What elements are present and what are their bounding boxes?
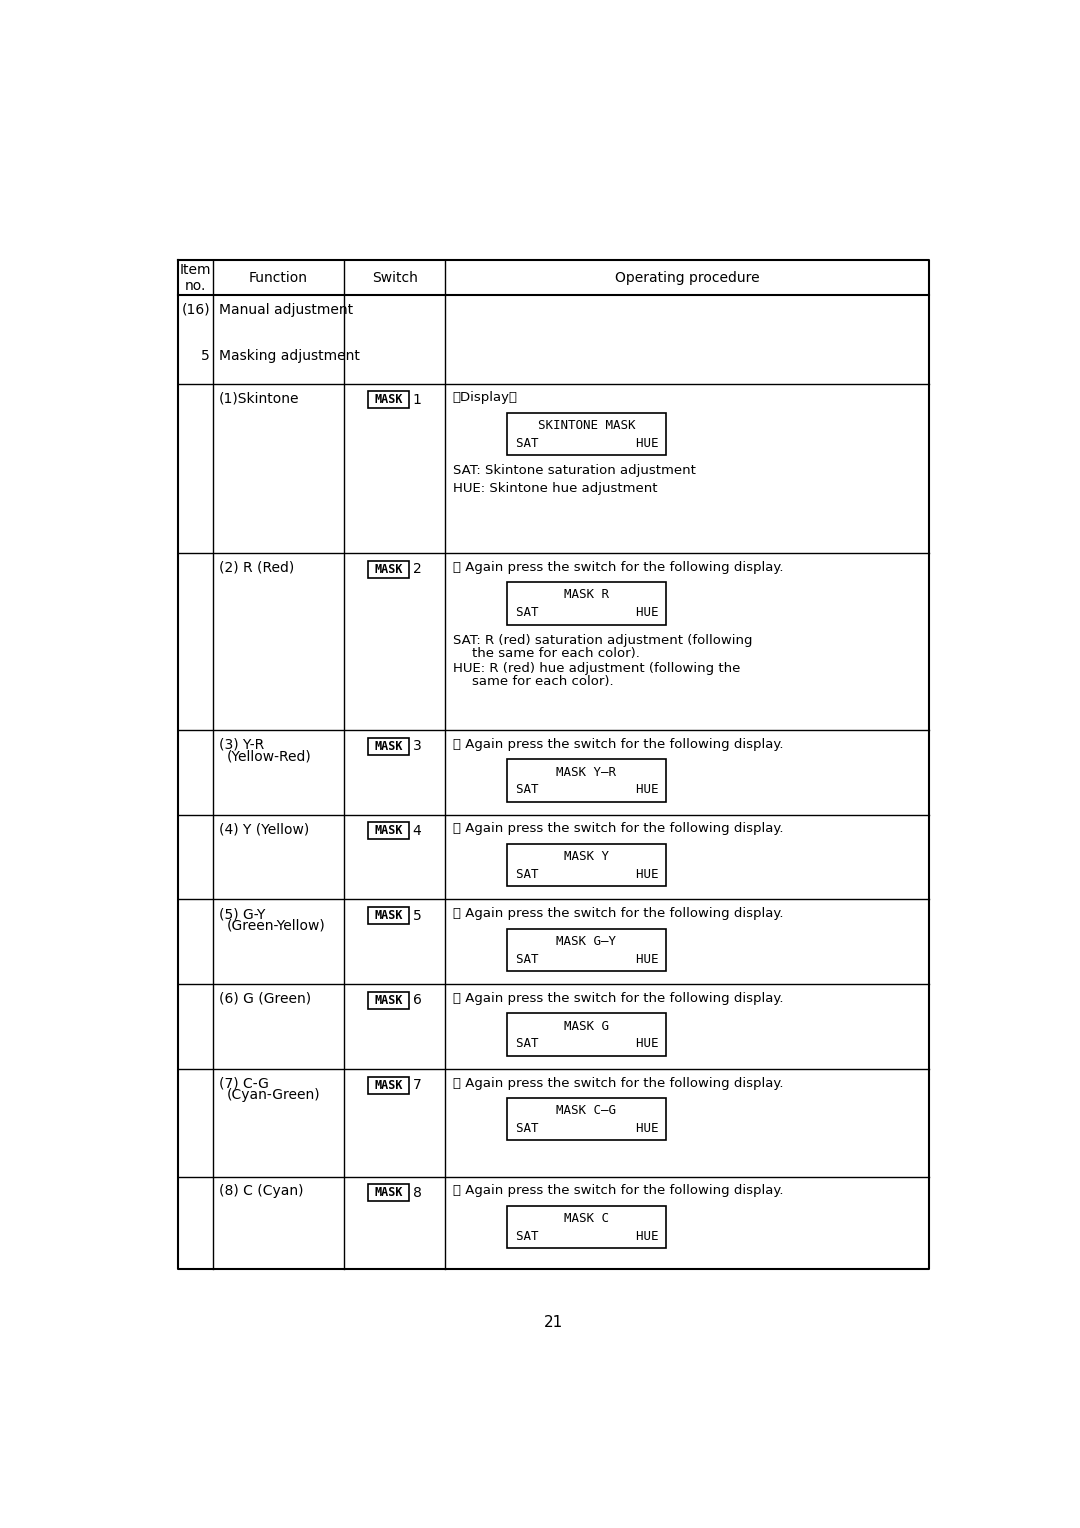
Text: 4: 4 — [413, 824, 421, 837]
Text: Operating procedure: Operating procedure — [615, 270, 759, 284]
Text: SKINTONE MASK: SKINTONE MASK — [538, 419, 635, 432]
Text: (8) C (Cyan): (8) C (Cyan) — [218, 1184, 303, 1198]
Text: (1)Skintone: (1)Skintone — [218, 391, 299, 405]
Text: (3) Y-R: (3) Y-R — [218, 738, 264, 752]
Text: ・ Again press the switch for the following display.: ・ Again press the switch for the followi… — [453, 738, 783, 750]
Text: 5: 5 — [413, 909, 421, 923]
Bar — [368, 1184, 408, 1201]
Text: SAT: R (red) saturation adjustment (following: SAT: R (red) saturation adjustment (foll… — [453, 634, 753, 646]
Text: SAT             HUE: SAT HUE — [516, 607, 659, 619]
Text: (Cyan-Green): (Cyan-Green) — [227, 1088, 320, 1102]
Bar — [368, 822, 408, 839]
Text: MASK: MASK — [374, 1186, 403, 1199]
Text: MASK: MASK — [374, 1079, 403, 1091]
Text: SAT             HUE: SAT HUE — [516, 953, 659, 966]
Text: (6) G (Green): (6) G (Green) — [218, 992, 311, 1005]
Bar — [507, 1099, 666, 1140]
Text: 》Display《: 》Display《 — [453, 391, 517, 405]
Text: Switch: Switch — [372, 270, 418, 284]
Text: MASK C–G: MASK C–G — [556, 1105, 617, 1117]
Text: SAT             HUE: SAT HUE — [516, 1230, 659, 1242]
Text: (7) C-G: (7) C-G — [218, 1077, 269, 1091]
Bar — [507, 582, 666, 625]
Bar — [368, 391, 408, 408]
Text: Function: Function — [248, 270, 308, 284]
Text: HUE: Skintone hue adjustment: HUE: Skintone hue adjustment — [453, 483, 658, 495]
Bar — [507, 413, 666, 455]
Text: MASK: MASK — [374, 740, 403, 753]
Text: 7: 7 — [413, 1079, 421, 1093]
Text: 21: 21 — [544, 1316, 563, 1331]
Text: SAT             HUE: SAT HUE — [516, 1038, 659, 1050]
Text: 2: 2 — [413, 562, 421, 576]
Text: ・ Again press the switch for the following display.: ・ Again press the switch for the followi… — [453, 1077, 783, 1089]
Text: ・ Again press the switch for the following display.: ・ Again press the switch for the followi… — [453, 908, 783, 920]
Text: Masking adjustment: Masking adjustment — [218, 348, 360, 364]
Text: Item
no.: Item no. — [179, 263, 211, 293]
Text: MASK: MASK — [374, 825, 403, 837]
Text: ・ Again press the switch for the following display.: ・ Again press the switch for the followi… — [453, 992, 783, 1005]
Text: MASK C: MASK C — [564, 1212, 609, 1225]
Text: MASK: MASK — [374, 993, 403, 1007]
Text: SAT             HUE: SAT HUE — [516, 868, 659, 882]
Text: ・ Again press the switch for the following display.: ・ Again press the switch for the followi… — [453, 561, 783, 573]
Bar — [507, 843, 666, 886]
Text: SAT             HUE: SAT HUE — [516, 1122, 659, 1135]
Bar — [368, 908, 408, 924]
Bar — [368, 738, 408, 755]
Text: MASK G–Y: MASK G–Y — [556, 935, 617, 947]
Text: MASK Y: MASK Y — [564, 850, 609, 863]
Text: SAT             HUE: SAT HUE — [516, 784, 659, 796]
Bar — [507, 759, 666, 802]
Text: MASK: MASK — [374, 393, 403, 406]
Text: MASK: MASK — [374, 909, 403, 921]
Text: the same for each color).: the same for each color). — [472, 646, 640, 660]
Text: MASK G: MASK G — [564, 1019, 609, 1033]
Text: MASK Y–R: MASK Y–R — [556, 766, 617, 779]
Text: (Yellow-Red): (Yellow-Red) — [227, 749, 311, 764]
Text: Manual adjustment: Manual adjustment — [218, 303, 353, 316]
Text: SAT: Skintone saturation adjustment: SAT: Skintone saturation adjustment — [453, 465, 696, 477]
Text: MASK R: MASK R — [564, 588, 609, 602]
Text: ・ Again press the switch for the following display.: ・ Again press the switch for the followi… — [453, 822, 783, 836]
Text: 8: 8 — [413, 1186, 421, 1199]
Bar — [507, 1013, 666, 1056]
Text: ・ Again press the switch for the following display.: ・ Again press the switch for the followi… — [453, 1184, 783, 1198]
Bar — [368, 1077, 408, 1094]
Text: 5: 5 — [201, 348, 210, 364]
Text: (16): (16) — [181, 303, 211, 316]
Text: SAT             HUE: SAT HUE — [516, 437, 659, 449]
Bar — [507, 929, 666, 972]
Text: (5) G-Y: (5) G-Y — [218, 908, 265, 921]
Text: (Green-Yellow): (Green-Yellow) — [227, 918, 325, 932]
Text: MASK: MASK — [374, 562, 403, 576]
Text: same for each color).: same for each color). — [472, 675, 613, 689]
Bar — [368, 561, 408, 578]
Text: 3: 3 — [413, 740, 421, 753]
Text: (2) R (Red): (2) R (Red) — [218, 561, 294, 575]
Text: 1: 1 — [413, 393, 421, 406]
Text: (4) Y (Yellow): (4) Y (Yellow) — [218, 822, 309, 836]
Bar — [507, 1206, 666, 1248]
Text: 6: 6 — [413, 993, 421, 1007]
Bar — [368, 992, 408, 1008]
Text: HUE: R (red) hue adjustment (following the: HUE: R (red) hue adjustment (following t… — [453, 662, 740, 675]
